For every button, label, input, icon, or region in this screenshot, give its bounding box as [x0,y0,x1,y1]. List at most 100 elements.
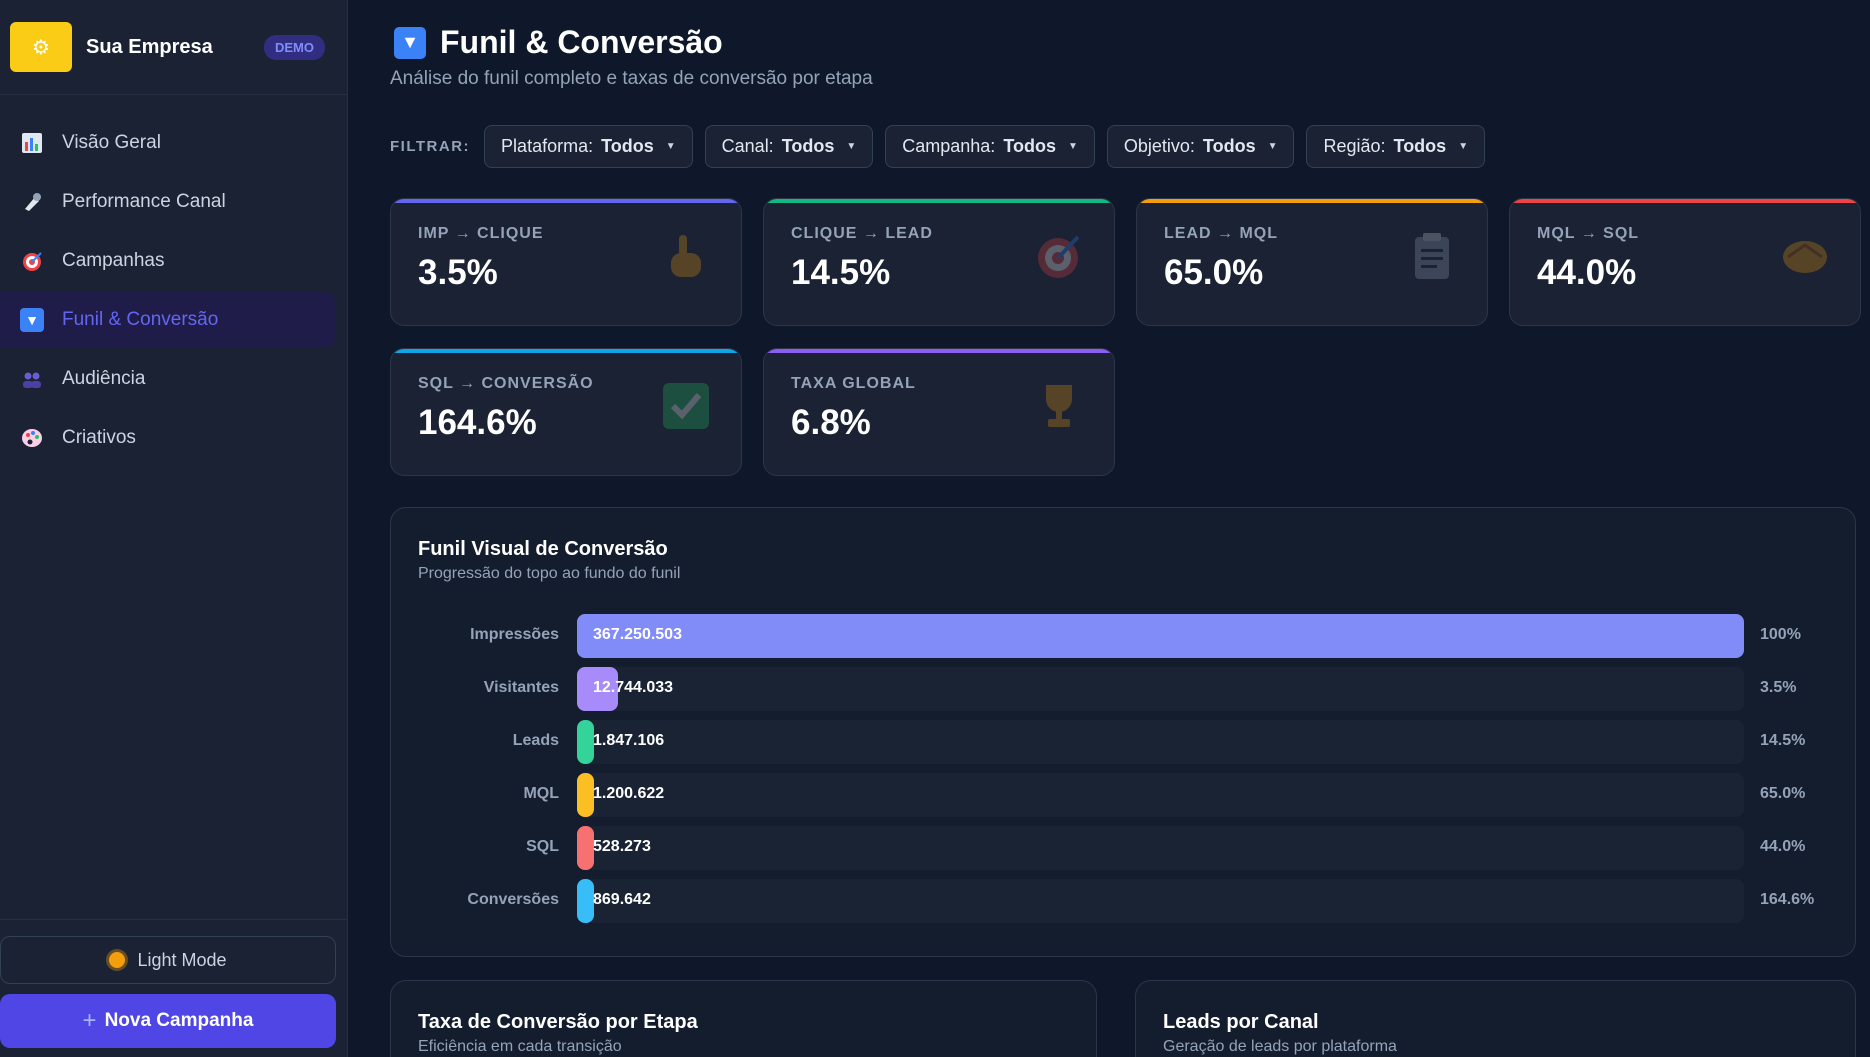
kpi-value: 6.8% [791,403,871,442]
light-mode-toggle[interactable]: Light Mode [0,936,336,984]
caret-down-icon: ▼ [846,141,857,152]
page-title: Funil & Conversão [440,24,723,60]
target-icon [1038,235,1080,278]
funnel-stage-percent: 14.5% [1760,732,1806,749]
funnel-bar-track: 1.847.106 [577,720,1744,764]
funnel-row: Visitantes 12.744.033 3.5% [391,667,1855,711]
kpi-card-imp-clique: IMP → CLIQUE 3.5% [390,198,742,326]
kpi-label: LEAD → MQL [1164,225,1278,242]
funnel-bar [577,614,1744,658]
plus-icon: + [82,1007,97,1034]
filter-name: Campanha: [902,136,996,156]
panel-subtitle: Geração de leads por plataforma [1163,1038,1397,1055]
funnel-stage-percent: 164.6% [1760,891,1815,908]
sidebar-item-visao-geral[interactable]: Visão Geral [0,115,335,171]
panel-title: Leads por Canal [1163,1011,1319,1033]
sidebar-item-performance-canal[interactable]: Performance Canal [0,174,335,230]
filter-name: Objetivo: [1123,136,1195,156]
palette-icon [20,426,44,450]
sidebar-item-label: Audiência [62,368,146,389]
funnel-bar-track: 1.200.622 [577,773,1744,817]
bar-chart-icon [20,131,44,155]
sidebar-item-audiencia[interactable]: Audiência [0,351,335,407]
kpi-label: IMP → CLIQUE [418,225,544,242]
funnel-stage-percent: 100% [1760,626,1801,643]
kpi-value: 164.6% [418,403,537,442]
filter-value: Todos [781,136,835,156]
main-content: ▼ Funil & Conversão Análise do funil com… [348,0,1870,1057]
filter-plataforma[interactable]: Plataforma: Todos ▼ [484,125,693,168]
filter-value: Todos [601,136,654,156]
kpi-value: 3.5% [418,253,498,292]
funnel-icon: ▼ [394,26,426,59]
gear-icon: ⚙ [10,22,72,72]
sidebar-nav: Visão Geral Performance Canal Campanhas … [0,95,347,466]
kpi-accent-bar [391,199,741,203]
filter-regiao[interactable]: Região: Todos ▼ [1306,125,1486,168]
new-campaign-label: Nova Campanha [104,1010,254,1031]
demo-badge: DEMO [264,34,325,60]
funnel-bar [577,667,618,711]
funnel-icon: ▼ [20,308,44,332]
kpi-card-taxa-global: TAXA GLOBAL 6.8% [763,348,1115,476]
funnel-stage-label: Conversões [467,891,559,908]
sidebar-item-criativos[interactable]: Criativos [0,410,335,466]
funnel-row: Conversões 869.642 164.6% [391,879,1855,923]
funnel-row: MQL 1.200.622 65.0% [391,773,1855,817]
funnel-stage-value: 869.642 [593,891,651,908]
sidebar-item-label: Criativos [62,427,136,448]
sidebar-item-label: Visão Geral [62,132,161,153]
kpi-label: CLIQUE → LEAD [791,225,933,242]
sidebar-item-label: Funil & Conversão [62,309,219,330]
funnel-stage-label: Leads [512,732,559,749]
sidebar-item-funil-conversao[interactable]: ▼ Funil & Conversão [0,292,335,348]
funnel-bar [577,879,594,923]
kpi-value: 44.0% [1537,253,1637,292]
sidebar: ⚙ Sua Empresa DEMO Visão Geral Performan… [0,0,348,1057]
brand-header: ⚙ Sua Empresa DEMO [0,0,347,95]
microphone-icon [20,190,44,214]
kpi-accent-bar [1137,199,1487,203]
filter-canal[interactable]: Canal: Todos ▼ [704,125,874,168]
funnel-stage-value: 367.250.503 [593,626,682,643]
funnel-stage-percent: 3.5% [1760,679,1797,696]
caret-down-icon: ▼ [665,141,676,152]
handshake-icon [1783,241,1827,273]
panel-title: Taxa de Conversão por Etapa [418,1011,698,1033]
kpi-value: 65.0% [1164,253,1264,292]
funnel-stage-value: 1.200.622 [593,785,665,802]
filter-bar: FILTRAR: Plataforma: Todos ▼ Canal: Todo… [390,125,1497,168]
sidebar-item-label: Performance Canal [62,191,226,212]
funnel-stage-label: SQL [526,838,559,855]
kpi-label: TAXA GLOBAL [791,375,916,392]
filter-campanha[interactable]: Campanha: Todos ▼ [885,125,1095,168]
pointing-hand-icon [671,235,701,277]
target-icon [20,249,44,273]
funnel-stage-percent: 65.0% [1760,785,1806,802]
clipboard-icon [1415,233,1449,279]
funnel-stage-value: 1.847.106 [593,732,665,749]
light-mode-label: Light Mode [137,949,227,970]
filter-objetivo[interactable]: Objetivo: Todos ▼ [1106,125,1295,168]
filter-label: FILTRAR: [390,138,471,155]
filter-value: Todos [1202,136,1256,156]
funnel-row: SQL 528.273 44.0% [391,826,1855,870]
filter-value: Todos [1393,136,1447,156]
caret-down-icon: ▼ [1267,141,1278,152]
filter-name: Região: [1323,136,1386,156]
funnel-bar-track: 12.744.033 [577,667,1744,711]
caret-down-icon: ▼ [1458,141,1469,152]
page-header: ▼ Funil & Conversão [394,24,723,61]
sidebar-item-campanhas[interactable]: Campanhas [0,233,335,289]
kpi-card-mql-sql: MQL → SQL 44.0% [1509,198,1861,326]
new-campaign-button[interactable]: + Nova Campanha [0,994,336,1048]
kpi-card-sql-conversao: SQL → CONVERSÃO 164.6% [390,348,742,476]
funnel-bar-track: 869.642 [577,879,1744,923]
funnel-stage-label: Visitantes [483,679,559,696]
page-subtitle: Análise do funil completo e taxas de con… [390,68,873,89]
kpi-label: MQL → SQL [1537,225,1640,242]
funnel-bar [577,773,594,817]
kpi-accent-bar [764,349,1114,353]
panel-subtitle: Eficiência em cada transição [418,1038,622,1055]
kpi-accent-bar [764,199,1114,203]
